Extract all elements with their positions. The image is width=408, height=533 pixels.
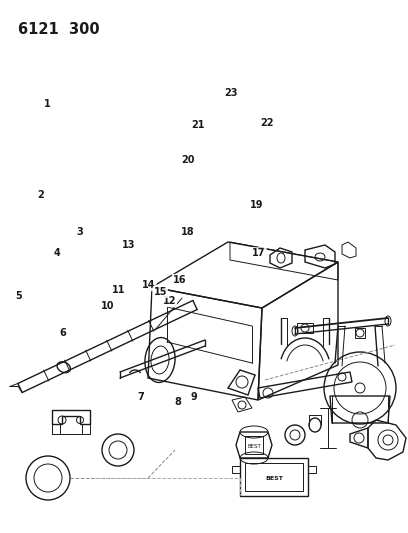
Text: 10: 10 <box>101 302 115 311</box>
Text: 9: 9 <box>191 392 197 402</box>
Text: 14: 14 <box>142 280 156 290</box>
Text: BEST: BEST <box>247 445 261 449</box>
Text: 13: 13 <box>122 240 135 250</box>
Text: 7: 7 <box>137 392 144 402</box>
Text: 17: 17 <box>252 248 266 258</box>
Text: 8: 8 <box>174 398 181 407</box>
Text: 3: 3 <box>76 227 83 237</box>
Text: 18: 18 <box>181 227 195 237</box>
Text: 11: 11 <box>111 286 125 295</box>
Text: 5: 5 <box>15 291 22 301</box>
Text: 21: 21 <box>191 120 205 130</box>
Text: 4: 4 <box>54 248 60 258</box>
Text: 20: 20 <box>181 155 195 165</box>
Text: 15: 15 <box>153 287 167 297</box>
Text: 23: 23 <box>224 88 237 98</box>
Text: 1: 1 <box>44 99 50 109</box>
Text: 19: 19 <box>250 200 264 210</box>
Text: 2: 2 <box>38 190 44 199</box>
Text: 6: 6 <box>60 328 67 338</box>
Text: 16: 16 <box>173 275 186 285</box>
Text: 6121  300: 6121 300 <box>18 22 100 37</box>
Text: BEST: BEST <box>265 475 283 481</box>
Text: 22: 22 <box>260 118 274 127</box>
Text: 12: 12 <box>162 296 176 306</box>
